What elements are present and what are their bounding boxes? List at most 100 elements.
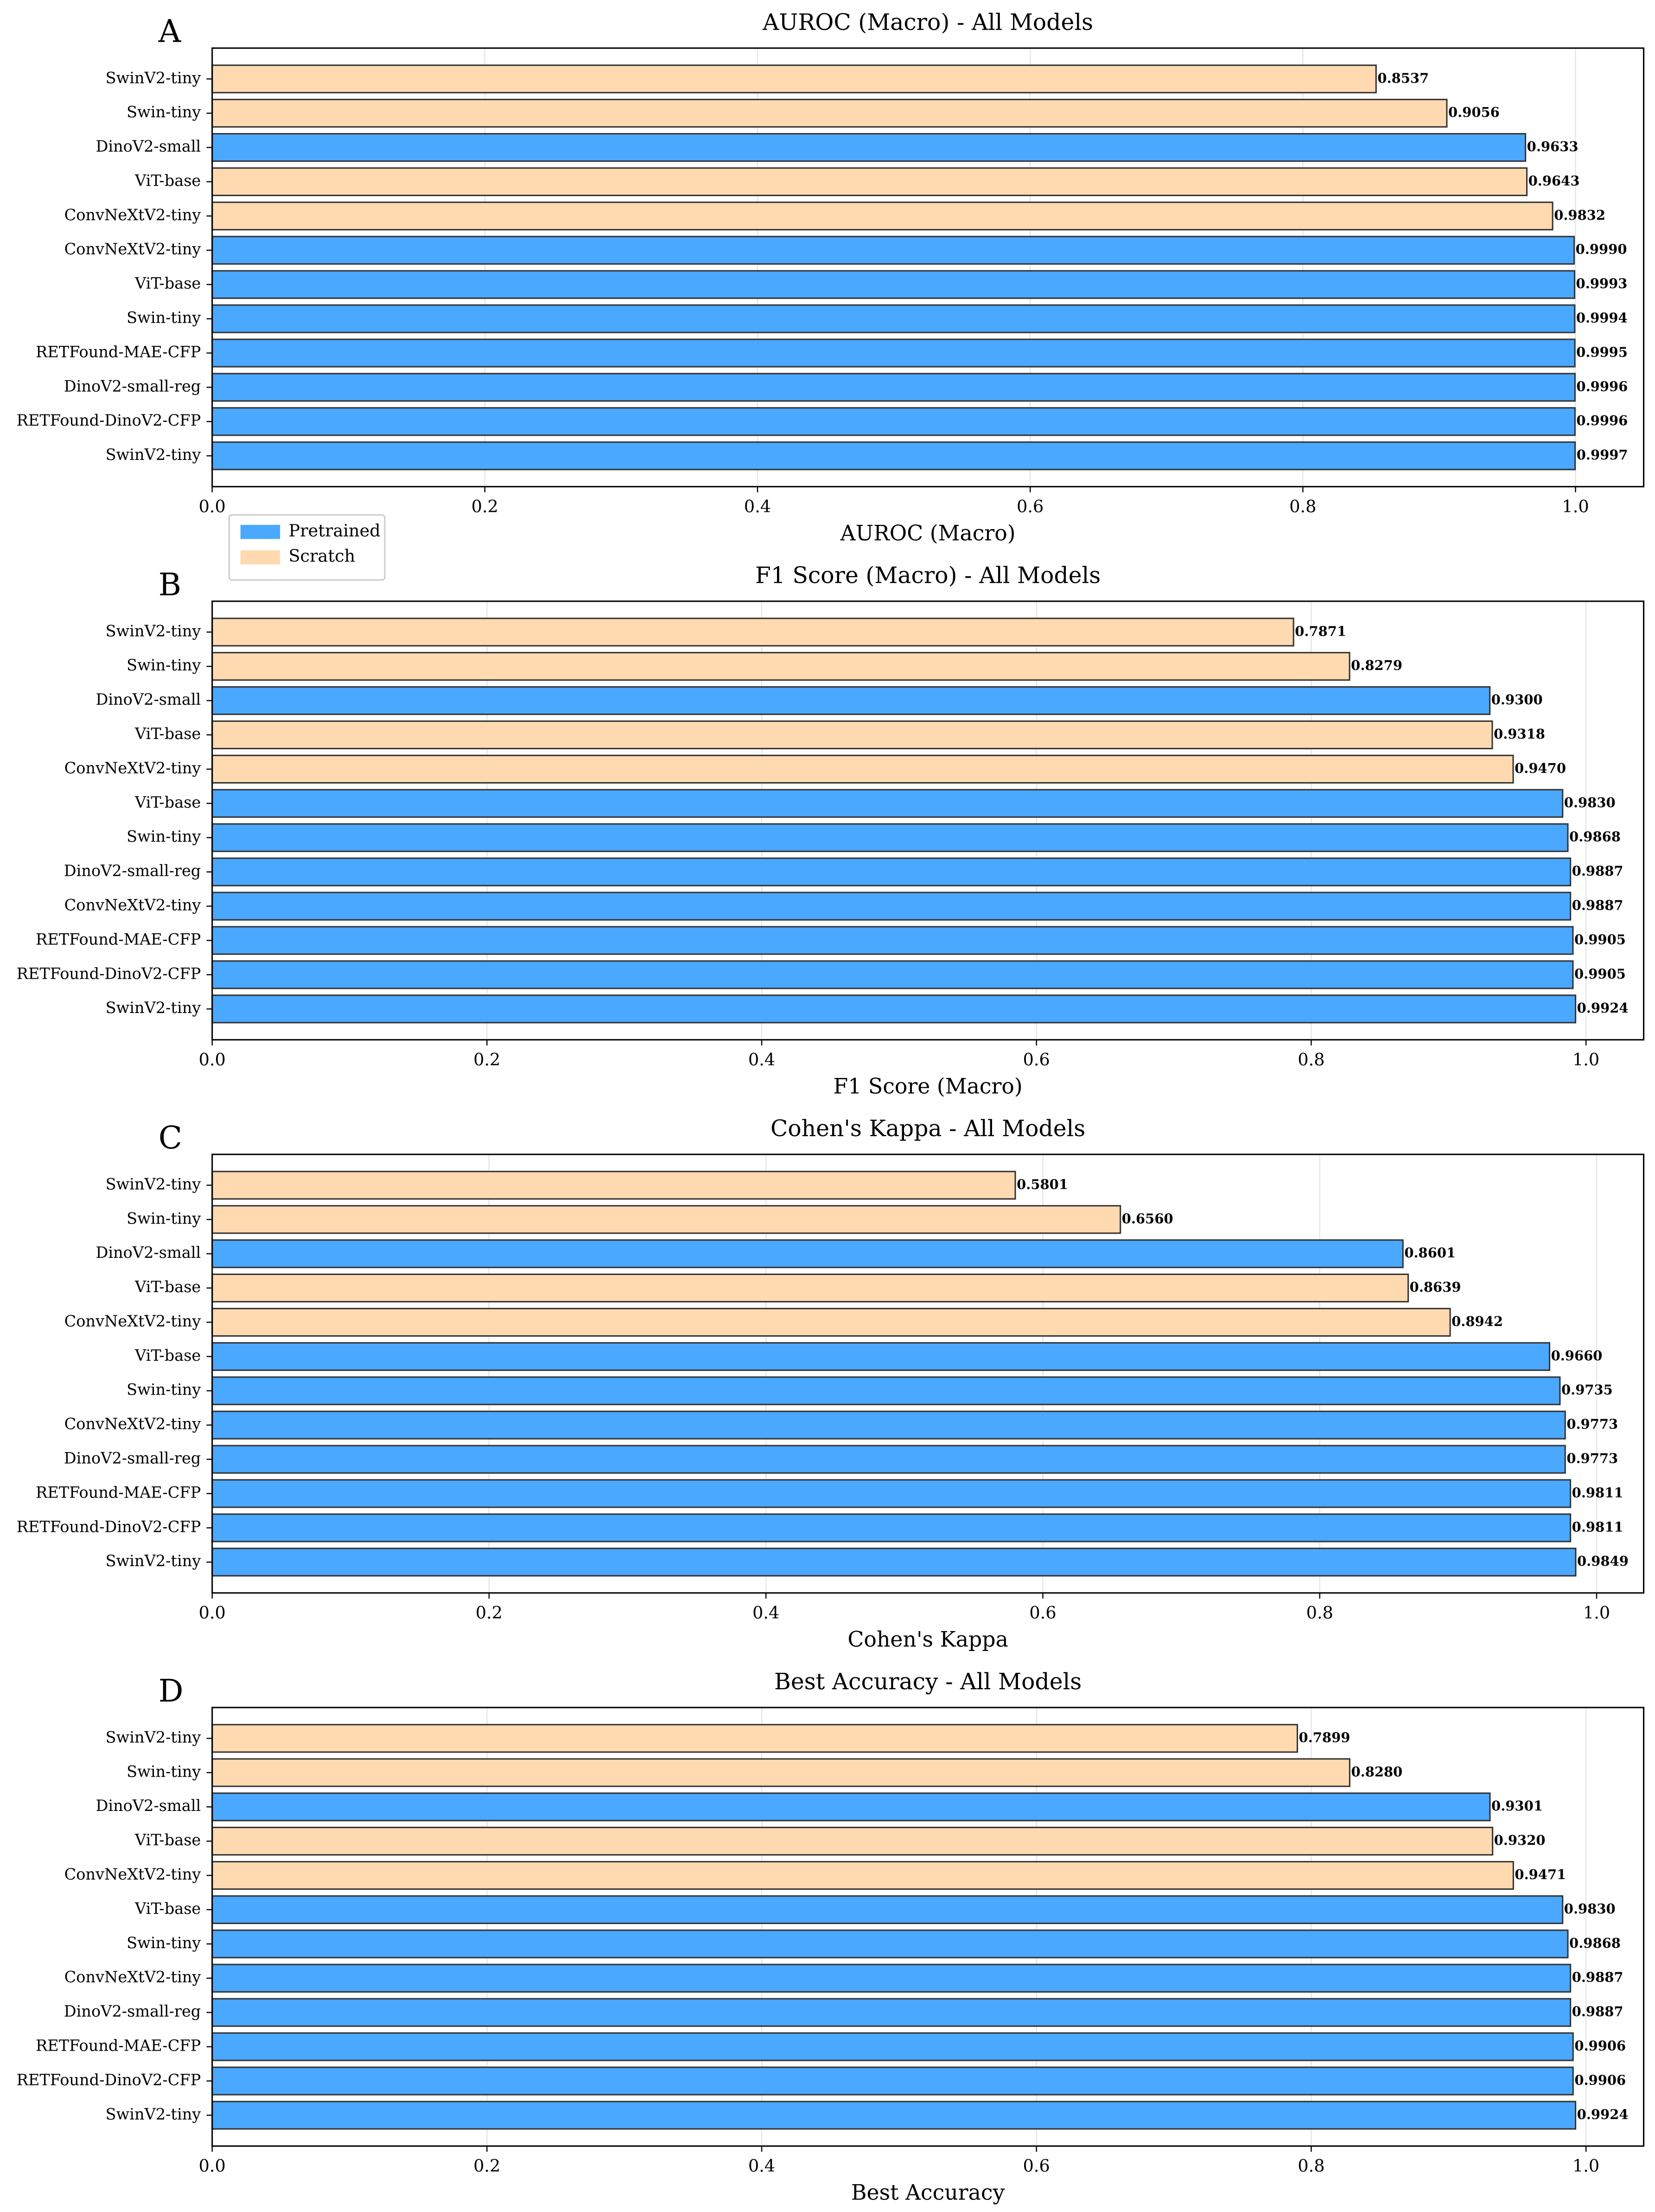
bar [211,618,1294,647]
x-tick-label: 0.0 [199,1050,226,1070]
x-tick-label: 1.0 [1572,2156,1599,2176]
y-tick-label: DinoV2-small [95,1797,201,1815]
bar [211,789,1564,818]
y-tick-label: ViT-base [134,274,201,293]
plot-frame [211,600,1645,1041]
bar [211,133,1527,162]
data-label: 0.9868 [1569,829,1621,845]
y-tick-label: DinoV2-small-reg [64,377,201,395]
data-label: 0.9887 [1572,897,1623,913]
bar [211,1827,1494,1856]
data-label: 0.9905 [1574,931,1626,947]
bar [211,2066,1574,2096]
data-label: 0.9906 [1574,2038,1626,2053]
y-tick-label: DinoV2-small-reg [64,2002,201,2021]
x-tick-label: 0.2 [473,2156,500,2176]
data-label: 0.8601 [1404,1245,1456,1261]
y-tick-label: RETFound-MAE-CFP [36,1483,201,1501]
x-tick-label: 0.8 [1289,497,1316,516]
y-tick-label: RETFound-DinoV2-CFP [17,964,201,982]
data-label: 0.9868 [1569,1935,1621,1951]
data-label: 0.8279 [1351,657,1402,673]
chart-title: AUROC (Macro) - All Models [762,9,1093,35]
x-tick-label: 0.2 [476,1603,503,1623]
bar [211,754,1514,784]
y-tick-label: SwinV2-tiny [106,1552,201,1570]
x-axis-label: Cohen's Kappa [847,1627,1008,1651]
y-tick-label: SwinV2-tiny [106,69,201,87]
bar [211,1861,1514,1890]
bar [211,1963,1572,1993]
bar [211,1895,1564,1924]
data-label: 0.7899 [1299,1729,1350,1745]
data-label: 0.9990 [1576,242,1627,257]
chart-title: F1 Score (Macro) - All Models [755,562,1101,588]
y-tick-label: ConvNeXtV2-tiny [64,1415,201,1433]
x-tick-label: 0.8 [1306,1603,1333,1623]
bar [211,1239,1404,1269]
data-label: 0.9996 [1576,413,1628,428]
bar [211,1273,1409,1303]
x-axis-label: F1 Score (Macro) [834,1074,1023,1098]
data-label: 0.8280 [1351,1764,1402,1779]
y-tick-label: Swin-tiny [127,103,201,121]
x-tick-label: 0.0 [199,497,226,516]
y-tick-label: ViT-base [134,1831,201,1849]
data-label: 0.9887 [1572,863,1623,879]
data-label: 0.9887 [1572,1970,1623,1985]
y-tick-label: Swin-tiny [127,309,201,327]
bar [211,720,1493,750]
data-label: 0.9660 [1551,1348,1603,1364]
y-tick-label: ConvNeXtV2-tiny [64,1865,201,1883]
bar [211,201,1553,230]
y-tick-label: RETFound-DinoV2-CFP [17,411,201,429]
data-label: 0.9773 [1566,1416,1618,1432]
bar [211,167,1528,197]
bar [211,1376,1561,1405]
y-tick-label: Swin-tiny [127,656,201,674]
bar [211,1548,1577,1577]
bar [211,994,1577,1024]
data-label: 0.9830 [1564,795,1616,810]
plot-frame [211,1707,1645,2147]
x-tick-label: 0.6 [1017,497,1044,516]
bar [211,1171,1016,1200]
y-tick-label: SwinV2-tiny [106,2105,201,2123]
x-tick-label: 0.2 [473,1050,500,1070]
data-label: 0.8537 [1377,70,1429,86]
bar [211,64,1377,94]
bar [211,99,1448,128]
y-tick-label: DinoV2-small [95,690,201,708]
bar [211,407,1576,436]
bar [211,823,1569,852]
data-label: 0.9735 [1561,1382,1613,1398]
y-tick-label: ViT-base [134,1278,201,1296]
data-label: 0.9832 [1554,207,1605,223]
y-tick-label: DinoV2-small [95,1243,201,1262]
data-label: 0.9056 [1448,104,1500,120]
x-axis-label: AUROC (Macro) [840,521,1016,545]
x-tick-label: 0.4 [752,1603,779,1623]
bar [211,270,1576,299]
y-tick-label: ViT-base [134,1346,201,1364]
y-tick-label: ConvNeXtV2-tiny [64,759,201,777]
bar [211,686,1491,715]
x-tick-label: 0.6 [1029,1603,1056,1623]
x-tick-label: 1.0 [1562,497,1589,516]
bar [211,1445,1566,1474]
data-label: 0.9849 [1577,1553,1629,1569]
legend-label: Scratch [288,546,355,566]
plot-frame [211,1154,1645,1594]
y-tick-label: Swin-tiny [127,1934,201,1952]
data-label: 0.9471 [1515,1867,1566,1882]
x-tick-label: 0.2 [471,497,498,516]
data-label: 0.7871 [1295,623,1346,639]
bar [211,1410,1566,1440]
bar [211,1758,1350,1787]
data-label: 0.9994 [1576,310,1628,326]
data-label: 0.9830 [1564,1901,1616,1917]
data-label: 0.9906 [1574,2072,1626,2088]
y-tick-label: RETFound-MAE-CFP [36,930,201,948]
y-tick-label: SwinV2-tiny [106,999,201,1017]
